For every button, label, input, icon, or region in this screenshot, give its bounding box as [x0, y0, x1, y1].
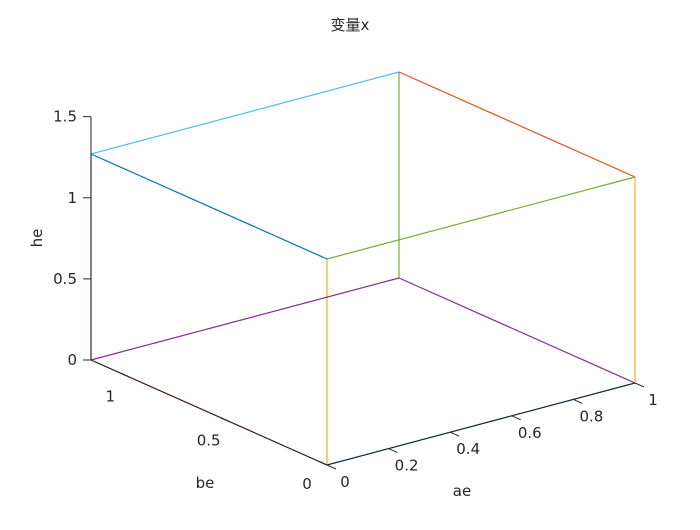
series-line-10 [398, 71, 636, 178]
x-tick-label: 0 [340, 473, 350, 491]
y-tick-mark [121, 373, 131, 378]
x-tick-mark [388, 448, 398, 454]
x-tick-label: 1 [648, 391, 658, 409]
data-lines [90, 71, 636, 466]
x-tick-mark [634, 382, 645, 388]
y-tick-mark [317, 460, 328, 466]
x-tick-mark [573, 398, 583, 404]
x-tick-label: 0.6 [518, 424, 542, 442]
x-tick-mark [449, 431, 460, 437]
z-tick-label: 0 [67, 351, 77, 369]
x-tick-label: 0.4 [456, 440, 480, 458]
y-tick-label: 1 [106, 388, 116, 406]
x-axis-line [326, 382, 636, 466]
y-tick-mark [219, 416, 229, 422]
y-axis-label: be [196, 474, 215, 492]
x-axis-label: ae [453, 482, 471, 500]
x-tick-label: 0.8 [579, 407, 603, 425]
series-line-3 [90, 277, 400, 361]
x-tick-label: 0.2 [395, 457, 419, 475]
axes [83, 116, 645, 470]
y-tick-label: 0.5 [197, 431, 221, 449]
z-tick-label: 1 [67, 189, 77, 207]
series-line-8 [326, 176, 636, 260]
series-line-7 [90, 71, 400, 155]
z-tick-label: 0.5 [53, 270, 77, 288]
chart-title: 变量x [330, 16, 370, 34]
series-line-6 [90, 153, 328, 260]
tick-labels: 0 0.2 0.4 0.6 0.8 1 0 0.5 1 0 0.5 1 1.5 [53, 108, 658, 493]
z-axis-label: he [28, 229, 46, 248]
series-line-4 [398, 277, 636, 384]
x-tick-mark [326, 464, 337, 470]
x-tick-mark [511, 415, 522, 421]
y-tick-label: 0 [302, 475, 312, 493]
z-tick-label: 1.5 [53, 108, 77, 126]
